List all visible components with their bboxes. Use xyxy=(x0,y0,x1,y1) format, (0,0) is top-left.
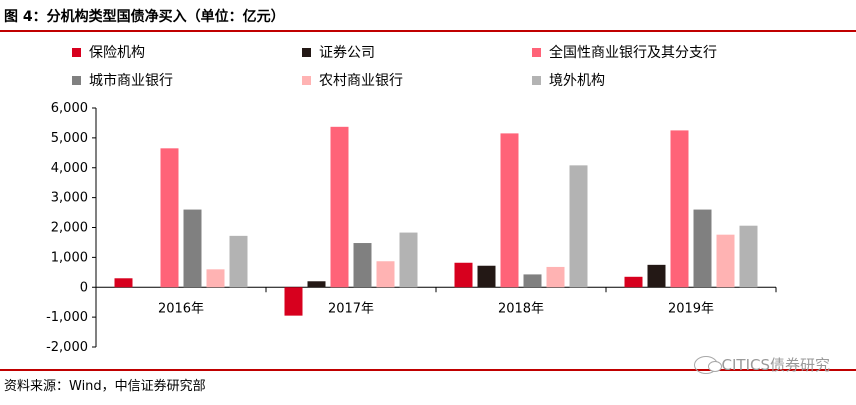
x-category-label: 2017年 xyxy=(328,301,374,316)
legend-label-securities: 证券公司 xyxy=(319,45,375,61)
bar-2016年-农村商业银行 xyxy=(206,269,225,288)
bar-2019年-全国性商业银行及其分支行 xyxy=(670,130,689,288)
y-tick-label: -1,000 xyxy=(46,310,88,325)
source-note: 资料来源：Wind，中信证券研究部 xyxy=(4,379,206,394)
watermark-text: CITICS债券研究 xyxy=(721,356,830,374)
bar-2018年-农村商业银行 xyxy=(546,266,565,288)
bar-2017年-境外机构 xyxy=(399,232,418,288)
y-tick-label: 5,000 xyxy=(51,131,88,146)
legend-item-insurance: 保险机构 xyxy=(72,42,145,62)
y-tick-label: 6,000 xyxy=(51,101,88,116)
legend-swatch-securities xyxy=(302,47,311,57)
y-tick-label: 1,000 xyxy=(51,250,88,265)
x-category-label: 2018年 xyxy=(498,301,544,316)
legend-swatch-foreign xyxy=(532,75,541,85)
bar-2019年-城市商业银行 xyxy=(693,209,712,288)
legend-item-national-banks: 全国性商业银行及其分支行 xyxy=(532,42,717,62)
x-category-label: 2016年 xyxy=(158,301,204,316)
bar-2019年-农村商业银行 xyxy=(716,234,735,288)
legend-label-foreign: 境外机构 xyxy=(549,73,605,89)
legend-item-city-banks: 城市商业银行 xyxy=(72,70,173,90)
chart-title: 图 4：分机构类型国债净买入（单位：亿元） xyxy=(4,9,285,25)
bar-2017年-农村商业银行 xyxy=(376,261,395,288)
bar-2017年-全国性商业银行及其分支行 xyxy=(330,126,349,288)
legend-swatch-national-banks xyxy=(532,47,541,57)
bar-2018年-全国性商业银行及其分支行 xyxy=(500,133,519,288)
bar-2017年-保险机构 xyxy=(284,287,303,316)
chart-legend: 保险机构 证券公司 全国性商业银行及其分支行 城市商业银行 农村商业银行 境外机… xyxy=(72,42,772,94)
bar-2019年-境外机构 xyxy=(739,225,758,288)
bar-2018年-证券公司 xyxy=(477,265,496,288)
top-rule xyxy=(0,30,856,32)
bar-2018年-城市商业银行 xyxy=(523,274,542,288)
watermark: CITICS债券研究 xyxy=(693,354,830,375)
bar-2018年-境外机构 xyxy=(569,165,588,288)
legend-item-foreign: 境外机构 xyxy=(532,70,605,90)
bottom-rule xyxy=(0,369,856,371)
legend-label-city-banks: 城市商业银行 xyxy=(89,73,173,89)
y-tick-label: 4,000 xyxy=(51,161,88,176)
bar-2016年-城市商业银行 xyxy=(183,209,202,288)
bar-2019年-证券公司 xyxy=(647,264,666,288)
legend-label-insurance: 保险机构 xyxy=(89,45,145,61)
legend-item-rural-banks: 农村商业银行 xyxy=(302,70,403,90)
bar-2018年-保险机构 xyxy=(454,262,473,288)
legend-item-securities: 证券公司 xyxy=(302,42,375,62)
legend-label-national-banks: 全国性商业银行及其分支行 xyxy=(549,45,717,61)
y-tick-label: -2,000 xyxy=(46,340,88,355)
y-tick-label: 0 xyxy=(80,280,88,295)
y-tick-label: 3,000 xyxy=(51,191,88,206)
legend-label-rural-banks: 农村商业银行 xyxy=(319,73,403,89)
bar-2016年-全国性商业银行及其分支行 xyxy=(160,148,179,288)
bar-2016年-境外机构 xyxy=(229,235,248,288)
legend-swatch-rural-banks xyxy=(302,75,311,85)
bar-2016年-保险机构 xyxy=(114,278,133,288)
wechat-icon xyxy=(693,355,722,374)
y-tick-label: 2,000 xyxy=(51,221,88,236)
x-category-label: 2019年 xyxy=(668,301,714,316)
legend-swatch-city-banks xyxy=(72,75,81,85)
legend-swatch-insurance xyxy=(72,47,81,57)
bar-2017年-城市商业银行 xyxy=(353,243,372,288)
bar-2017年-证券公司 xyxy=(307,281,326,288)
bar-2019年-保险机构 xyxy=(624,276,643,288)
